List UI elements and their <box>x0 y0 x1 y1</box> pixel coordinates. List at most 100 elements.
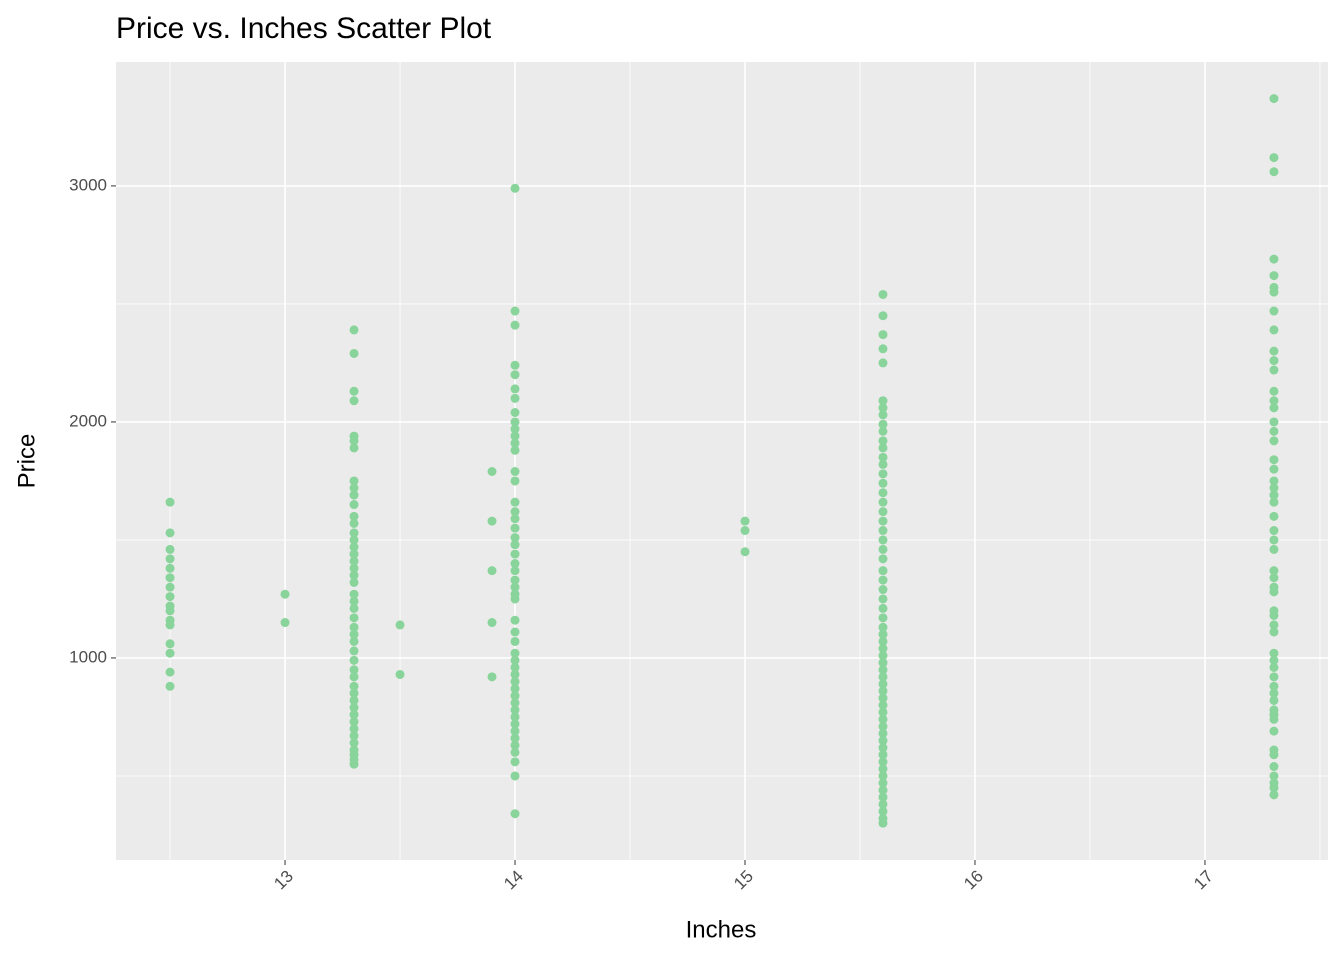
point <box>349 436 359 446</box>
point <box>1269 688 1279 698</box>
point <box>510 615 520 625</box>
point <box>878 686 888 696</box>
point <box>165 544 175 554</box>
point <box>878 535 888 545</box>
point <box>510 636 520 646</box>
point <box>878 644 888 654</box>
point <box>1269 648 1279 658</box>
point <box>1269 620 1279 630</box>
point <box>510 559 520 569</box>
point <box>510 540 520 550</box>
point <box>165 681 175 691</box>
point <box>878 459 888 469</box>
point <box>165 528 175 538</box>
point <box>1269 526 1279 536</box>
point <box>165 606 175 616</box>
point <box>1269 94 1279 104</box>
point <box>1269 511 1279 521</box>
point <box>349 665 359 675</box>
point <box>1269 153 1279 163</box>
point <box>487 566 497 576</box>
point <box>878 554 888 564</box>
point <box>878 478 888 488</box>
point <box>1269 535 1279 545</box>
point <box>878 613 888 623</box>
point <box>349 672 359 682</box>
point <box>878 658 888 668</box>
point <box>510 677 520 687</box>
point <box>349 636 359 646</box>
point <box>1269 610 1279 620</box>
x-tick-label: 15 <box>730 867 757 894</box>
point <box>1269 587 1279 597</box>
point <box>280 618 290 628</box>
x-tick-label: 16 <box>960 867 987 894</box>
point <box>165 648 175 658</box>
point <box>1269 771 1279 781</box>
point <box>349 490 359 500</box>
point <box>395 620 405 630</box>
point <box>349 589 359 599</box>
point <box>165 573 175 583</box>
point <box>1269 455 1279 465</box>
point <box>510 655 520 665</box>
point <box>510 575 520 585</box>
point <box>510 594 520 604</box>
point <box>878 419 888 429</box>
point <box>349 325 359 335</box>
point <box>510 417 520 427</box>
point <box>1269 695 1279 705</box>
point <box>349 710 359 720</box>
point <box>740 547 750 557</box>
point <box>165 563 175 573</box>
point <box>1269 662 1279 672</box>
y-tick-label: 1000 <box>69 647 107 666</box>
point <box>510 566 520 576</box>
point <box>1269 167 1279 177</box>
point <box>510 407 520 417</box>
point <box>349 622 359 632</box>
point <box>1269 386 1279 396</box>
point <box>510 393 520 403</box>
point <box>349 603 359 613</box>
point <box>165 497 175 507</box>
point <box>349 348 359 358</box>
point <box>510 662 520 672</box>
point <box>878 792 888 802</box>
point <box>1269 476 1279 486</box>
point <box>878 818 888 828</box>
point <box>740 526 750 536</box>
point <box>878 311 888 321</box>
point <box>349 717 359 727</box>
point <box>349 695 359 705</box>
point <box>878 396 888 406</box>
point <box>1269 627 1279 637</box>
point <box>349 577 359 587</box>
point <box>878 665 888 675</box>
point <box>878 436 888 446</box>
point <box>349 646 359 656</box>
y-axis-title: Price <box>13 434 40 489</box>
point <box>510 476 520 486</box>
point <box>1269 497 1279 507</box>
point <box>510 648 520 658</box>
point <box>510 747 520 757</box>
point <box>878 443 888 453</box>
point <box>510 684 520 694</box>
point <box>349 570 359 580</box>
point <box>349 731 359 741</box>
point <box>510 320 520 330</box>
point <box>510 384 520 394</box>
point <box>510 669 520 679</box>
point <box>1269 254 1279 264</box>
point <box>878 785 888 795</box>
point <box>878 651 888 661</box>
point <box>349 724 359 734</box>
point <box>740 516 750 526</box>
point <box>510 771 520 781</box>
point <box>510 445 520 455</box>
point <box>510 183 520 193</box>
x-tick-label: 14 <box>500 867 527 894</box>
point <box>510 549 520 559</box>
